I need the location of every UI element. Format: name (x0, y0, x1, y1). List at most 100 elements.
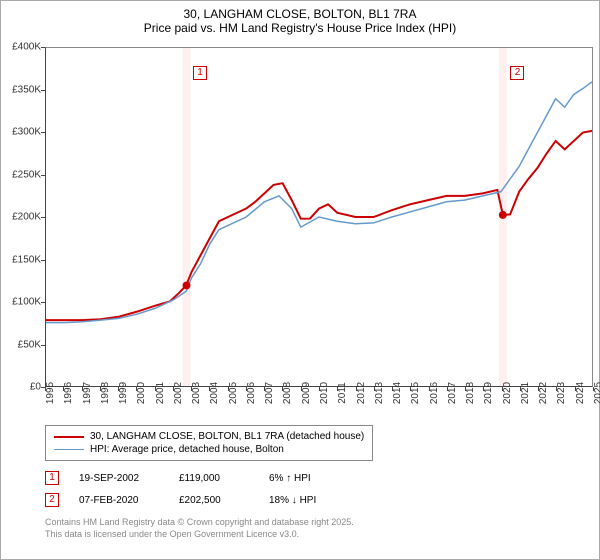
x-tick-label: 2021 (520, 382, 531, 404)
x-tick-label: 2000 (136, 382, 147, 404)
x-tick (410, 387, 411, 391)
y-tick-label: £300K (12, 127, 41, 138)
title-line1: 30, LANGHAM CLOSE, BOLTON, BL1 7RA (1, 7, 599, 21)
x-tick-label: 2002 (173, 382, 184, 404)
x-tick (319, 387, 320, 391)
x-tick-label: 2025 (593, 382, 600, 404)
x-tick-label: 1996 (63, 382, 74, 404)
x-tick (593, 387, 594, 391)
y-tick-label: £200K (12, 212, 41, 223)
x-tick-label: 2003 (191, 382, 202, 404)
x-tick (374, 387, 375, 391)
x-tick-label: 2019 (483, 382, 494, 404)
x-tick (520, 387, 521, 391)
x-tick-label: 1999 (118, 382, 129, 404)
x-tick (136, 387, 137, 391)
y-tick (41, 217, 45, 218)
y-tick-label: £0 (30, 382, 41, 393)
marker-band (183, 48, 191, 386)
x-tick-label: 2020 (502, 382, 513, 404)
plot-area: 12 (45, 47, 593, 387)
x-tick (429, 387, 430, 391)
x-tick (100, 387, 101, 391)
x-tick (191, 387, 192, 391)
sale-price: £202,500 (179, 495, 249, 506)
y-tick-label: £350K (12, 84, 41, 95)
x-tick (301, 387, 302, 391)
sale-dot (183, 281, 191, 289)
x-tick (392, 387, 393, 391)
x-tick-label: 2011 (337, 382, 348, 404)
y-tick-label: £250K (12, 169, 41, 180)
x-tick (502, 387, 503, 391)
x-tick-label: 2004 (209, 382, 220, 404)
marker-flag: 1 (193, 66, 207, 80)
sale-row: 2 07-FEB-2020 £202,500 18% ↓ HPI (45, 489, 359, 511)
legend-label-price: 30, LANGHAM CLOSE, BOLTON, BL1 7RA (deta… (90, 431, 364, 442)
sale-flag: 1 (45, 471, 59, 485)
title-block: 30, LANGHAM CLOSE, BOLTON, BL1 7RA Price… (1, 1, 599, 37)
sale-flag: 2 (45, 493, 59, 507)
x-tick-label: 2007 (264, 382, 275, 404)
x-tick-label: 2023 (556, 382, 567, 404)
chart-container: 30, LANGHAM CLOSE, BOLTON, BL1 7RA Price… (0, 0, 600, 560)
title-line2: Price paid vs. HM Land Registry's House … (1, 21, 599, 35)
legend-item-hpi: HPI: Average price, detached house, Bolt… (54, 443, 364, 456)
y-tick (41, 260, 45, 261)
sale-dot (499, 211, 507, 219)
x-tick (538, 387, 539, 391)
x-tick-label: 2006 (246, 382, 257, 404)
x-tick-label: 1995 (45, 382, 56, 404)
marker-flag: 2 (510, 66, 524, 80)
chart-svg (46, 48, 592, 386)
x-tick-label: 2013 (374, 382, 385, 404)
x-tick-label: 2022 (538, 382, 549, 404)
sale-row: 1 19-SEP-2002 £119,000 6% ↑ HPI (45, 467, 359, 489)
legend: 30, LANGHAM CLOSE, BOLTON, BL1 7RA (deta… (45, 425, 373, 461)
x-tick (45, 387, 46, 391)
sale-diff: 18% ↓ HPI (269, 495, 359, 506)
x-tick (264, 387, 265, 391)
y-tick-label: £50K (18, 339, 41, 350)
x-tick (356, 387, 357, 391)
sale-rows: 1 19-SEP-2002 £119,000 6% ↑ HPI 2 07-FEB… (45, 467, 359, 511)
y-tick-label: £150K (12, 254, 41, 265)
y-tick (41, 345, 45, 346)
y-tick-label: £100K (12, 297, 41, 308)
x-tick-label: 2012 (356, 382, 367, 404)
sale-price: £119,000 (179, 473, 249, 484)
series-line-price_paid (46, 131, 592, 320)
x-tick (209, 387, 210, 391)
x-tick (63, 387, 64, 391)
sale-date: 07-FEB-2020 (79, 495, 159, 506)
footer-line2: This data is licensed under the Open Gov… (45, 529, 354, 541)
sale-diff: 6% ↑ HPI (269, 473, 359, 484)
y-tick (41, 302, 45, 303)
x-tick-label: 2014 (392, 382, 403, 404)
x-tick (556, 387, 557, 391)
legend-swatch-hpi (54, 449, 84, 451)
x-tick-label: 2008 (282, 382, 293, 404)
x-tick (155, 387, 156, 391)
x-tick-label: 1998 (100, 382, 111, 404)
x-tick (575, 387, 576, 391)
x-tick (447, 387, 448, 391)
x-tick (173, 387, 174, 391)
x-tick (483, 387, 484, 391)
x-tick (246, 387, 247, 391)
x-tick-label: 2018 (465, 382, 476, 404)
x-tick-label: 2017 (447, 382, 458, 404)
x-tick-label: 2005 (228, 382, 239, 404)
legend-item-price: 30, LANGHAM CLOSE, BOLTON, BL1 7RA (deta… (54, 430, 364, 443)
x-tick (228, 387, 229, 391)
x-tick-label: 1997 (82, 382, 93, 404)
x-tick-label: 2016 (429, 382, 440, 404)
x-tick-label: 2001 (155, 382, 166, 404)
y-tick (41, 132, 45, 133)
y-tick-label: £400K (12, 42, 41, 53)
x-tick (118, 387, 119, 391)
y-tick (41, 47, 45, 48)
x-tick (282, 387, 283, 391)
series-line-hpi (46, 82, 592, 323)
legend-label-hpi: HPI: Average price, detached house, Bolt… (90, 444, 284, 455)
